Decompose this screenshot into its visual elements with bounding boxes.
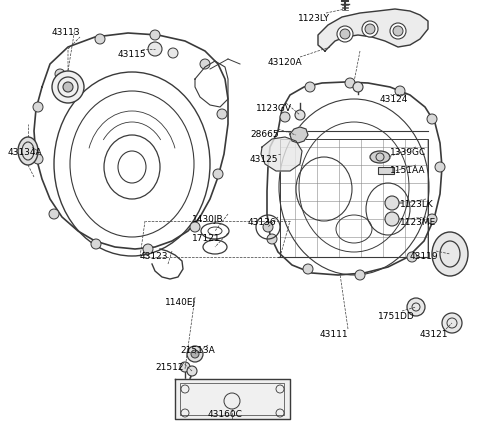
Circle shape (390, 24, 406, 40)
Polygon shape (261, 138, 302, 172)
Text: 43123: 43123 (140, 251, 168, 260)
Circle shape (200, 60, 210, 70)
Circle shape (303, 265, 313, 274)
Text: 1123GV: 1123GV (256, 104, 292, 113)
Ellipse shape (18, 138, 38, 166)
Circle shape (385, 196, 399, 210)
Ellipse shape (370, 152, 390, 164)
Text: 1339GC: 1339GC (390, 148, 426, 157)
Circle shape (365, 25, 375, 35)
Polygon shape (290, 128, 308, 144)
Text: 43111: 43111 (320, 329, 348, 338)
Text: 1123LK: 1123LK (400, 199, 434, 208)
Circle shape (263, 222, 273, 233)
Text: 1751DD: 1751DD (378, 311, 415, 320)
Circle shape (52, 72, 84, 104)
Circle shape (168, 49, 178, 59)
Circle shape (395, 87, 405, 97)
Bar (378, 167, 394, 175)
Bar (280, 140, 428, 257)
Text: 1123LY: 1123LY (298, 14, 330, 23)
Circle shape (150, 31, 160, 41)
Circle shape (91, 239, 101, 249)
Circle shape (435, 163, 445, 173)
Circle shape (427, 115, 437, 125)
Circle shape (385, 213, 399, 227)
Circle shape (353, 83, 363, 93)
Circle shape (143, 245, 153, 254)
Circle shape (191, 350, 199, 358)
Text: 28665: 28665 (250, 130, 278, 139)
Circle shape (393, 27, 403, 37)
Bar (180, 383, 284, 415)
Text: 43115: 43115 (118, 50, 146, 59)
Text: 21513A: 21513A (180, 345, 215, 354)
Text: 1140EJ: 1140EJ (165, 297, 196, 306)
Text: 21512: 21512 (155, 362, 183, 371)
Circle shape (337, 27, 353, 43)
Text: 1430JB: 1430JB (192, 215, 224, 224)
Circle shape (190, 222, 200, 233)
Text: 1123ME: 1123ME (400, 218, 436, 227)
Circle shape (355, 271, 365, 280)
Text: 43125: 43125 (250, 155, 278, 164)
Circle shape (33, 155, 43, 164)
Circle shape (180, 362, 190, 372)
Circle shape (280, 113, 290, 123)
Circle shape (345, 79, 355, 89)
Text: 43120A: 43120A (268, 58, 302, 67)
Text: 17121: 17121 (192, 233, 221, 242)
Circle shape (267, 234, 277, 245)
Circle shape (187, 346, 203, 362)
Circle shape (407, 253, 417, 262)
Circle shape (442, 313, 462, 333)
Text: 43124: 43124 (380, 95, 408, 104)
Text: 43134A: 43134A (8, 148, 43, 157)
Circle shape (213, 170, 223, 180)
Circle shape (187, 366, 197, 376)
Circle shape (305, 83, 315, 93)
Circle shape (33, 103, 43, 113)
Circle shape (295, 111, 305, 121)
Circle shape (217, 110, 227, 120)
Circle shape (340, 30, 350, 40)
Circle shape (427, 215, 437, 225)
Circle shape (148, 43, 162, 57)
Text: 43160C: 43160C (208, 409, 243, 418)
Circle shape (362, 22, 378, 38)
Text: 43121: 43121 (420, 329, 448, 338)
Polygon shape (175, 379, 290, 419)
Text: 43136: 43136 (248, 218, 276, 227)
Polygon shape (318, 10, 428, 52)
Circle shape (407, 298, 425, 316)
Text: 43113: 43113 (52, 28, 81, 37)
Circle shape (49, 210, 59, 219)
Circle shape (63, 83, 73, 93)
Circle shape (55, 70, 65, 80)
Ellipse shape (432, 233, 468, 276)
Text: 1151AA: 1151AA (390, 166, 425, 175)
Circle shape (95, 35, 105, 45)
Text: 43119: 43119 (410, 251, 439, 260)
